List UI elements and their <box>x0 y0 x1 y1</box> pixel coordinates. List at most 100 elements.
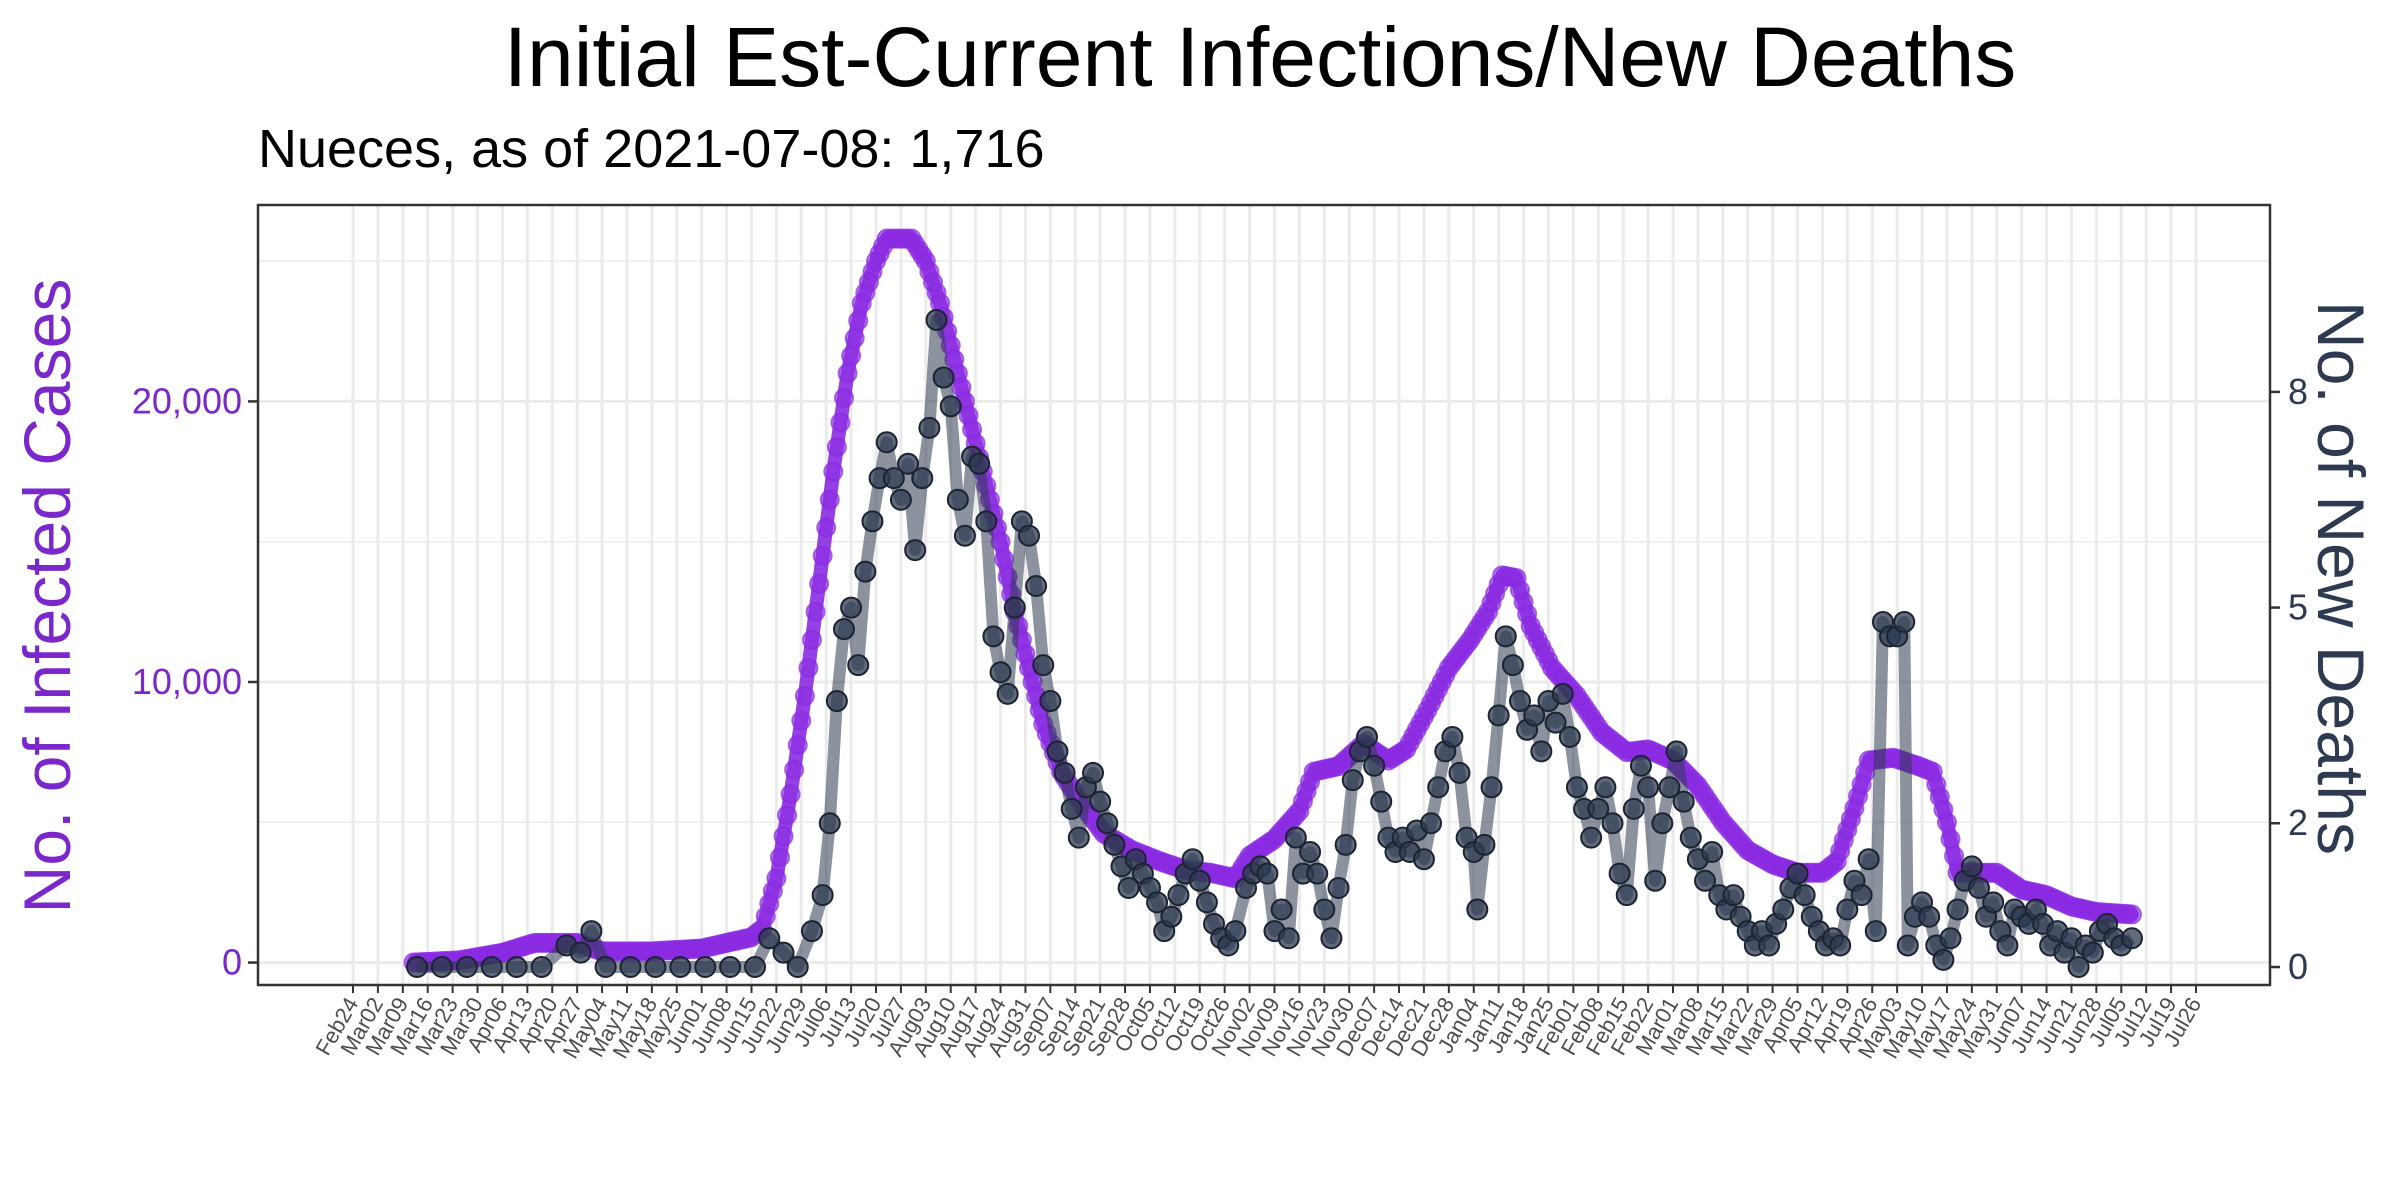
infections-point <box>816 517 837 538</box>
deaths-point <box>1060 797 1083 820</box>
deaths-point <box>811 884 834 907</box>
deaths-point <box>1637 776 1660 799</box>
deaths-point <box>1672 790 1695 813</box>
deaths-point <box>1188 869 1211 892</box>
deaths-point <box>1996 934 2019 957</box>
infections-point <box>826 436 847 457</box>
deaths-point <box>1003 596 1026 619</box>
infections-point <box>769 847 790 868</box>
y-left-tick-label: 10,000 <box>132 661 242 702</box>
deaths-point <box>1356 725 1379 748</box>
deaths-point <box>1334 833 1357 856</box>
deaths-point <box>2067 956 2090 979</box>
infections-point <box>791 710 812 731</box>
deaths-point <box>1836 898 1859 921</box>
y-right-tick-label: 0 <box>2288 946 2308 987</box>
deaths-point <box>946 488 969 511</box>
deaths-point <box>1341 769 1364 792</box>
deaths-point <box>1644 869 1667 892</box>
deaths-point <box>1544 711 1567 734</box>
deaths-point <box>1053 761 1076 784</box>
deaths-point <box>1181 848 1204 871</box>
y-axis-left-label: No. of Infected Cases <box>10 279 84 914</box>
infections-point <box>823 461 844 482</box>
y-axis-right-label: No. of New Deaths <box>2304 301 2378 855</box>
deaths-point <box>1284 826 1307 849</box>
deaths-point <box>1487 704 1510 727</box>
deaths-point <box>1089 790 1112 813</box>
deaths-point <box>406 956 429 979</box>
infections-point <box>798 657 819 678</box>
deaths-point <box>889 488 912 511</box>
infections-point <box>837 363 858 384</box>
deaths-point <box>1441 725 1464 748</box>
deaths-point <box>430 956 453 979</box>
deaths-point <box>1195 891 1218 914</box>
deaths-point <box>1508 690 1531 713</box>
deaths-point <box>847 654 870 677</box>
deaths-point <box>996 682 1019 705</box>
deaths-point <box>1967 876 1990 899</box>
y-left-tick-label: 0 <box>222 942 242 983</box>
deaths-point <box>1299 841 1322 864</box>
infections-point <box>833 387 854 408</box>
deaths-point <box>1758 934 1781 957</box>
deaths-point <box>832 618 855 641</box>
deaths-point <box>1327 876 1350 899</box>
deaths-point <box>1864 920 1887 943</box>
deaths-point <box>1701 841 1724 864</box>
deaths-point <box>1466 898 1489 921</box>
deaths-point <box>975 510 998 533</box>
deaths-point <box>1932 948 1955 971</box>
deaths-point <box>1530 740 1553 763</box>
deaths-point <box>1629 754 1652 777</box>
deaths-point <box>1256 862 1279 885</box>
deaths-point <box>1370 790 1393 813</box>
axes: 0 10,000 20,000 0 2 5 8 <box>132 203 2308 993</box>
deaths-point <box>1032 654 1055 677</box>
plot-frame <box>256 203 2272 987</box>
deaths-point <box>2120 927 2143 950</box>
infections-point <box>841 345 862 366</box>
infections-point <box>777 805 798 826</box>
deaths-point <box>1772 898 1795 921</box>
deaths-point <box>825 690 848 713</box>
infections-point <box>1940 829 1961 850</box>
x-axis-tick-labels: Feb24Mar02Mar09Mar16Mar23Mar30Apr06Apr13… <box>310 993 2206 1063</box>
deaths-point <box>1494 625 1517 648</box>
deaths-point <box>1679 826 1702 849</box>
y-right-tick-label: 8 <box>2288 371 2308 412</box>
infections-point <box>809 573 830 594</box>
deaths-point <box>1103 833 1126 856</box>
deaths-point <box>1658 776 1681 799</box>
infections-point <box>780 784 801 805</box>
deaths-point <box>1694 869 1717 892</box>
deaths-point <box>1793 884 1816 907</box>
deaths-point <box>989 661 1012 684</box>
deaths-point <box>1146 891 1169 914</box>
infections-point <box>848 310 869 331</box>
deaths-point <box>1167 884 1190 907</box>
deaths-point <box>619 956 642 979</box>
deaths-point <box>1117 876 1140 899</box>
deaths-point <box>953 524 976 547</box>
deaths-point <box>1082 761 1105 784</box>
deaths-point <box>772 941 795 964</box>
deaths-point <box>1160 905 1183 928</box>
deaths-point <box>882 467 905 490</box>
infections-point <box>773 826 794 847</box>
deaths-point <box>1480 776 1503 799</box>
deaths-point <box>1786 862 1809 885</box>
infections-point <box>2121 904 2142 925</box>
deaths-point <box>1551 682 1574 705</box>
deaths-point <box>932 366 955 389</box>
deaths-point <box>1580 826 1603 849</box>
deaths-point <box>2081 941 2104 964</box>
series-layer <box>403 228 2143 979</box>
deaths-point <box>939 395 962 418</box>
infections-point <box>794 686 815 707</box>
deaths-point <box>744 956 767 979</box>
deaths-point <box>1918 905 1941 928</box>
deaths-point <box>1277 927 1300 950</box>
infections-point <box>1944 845 1965 866</box>
